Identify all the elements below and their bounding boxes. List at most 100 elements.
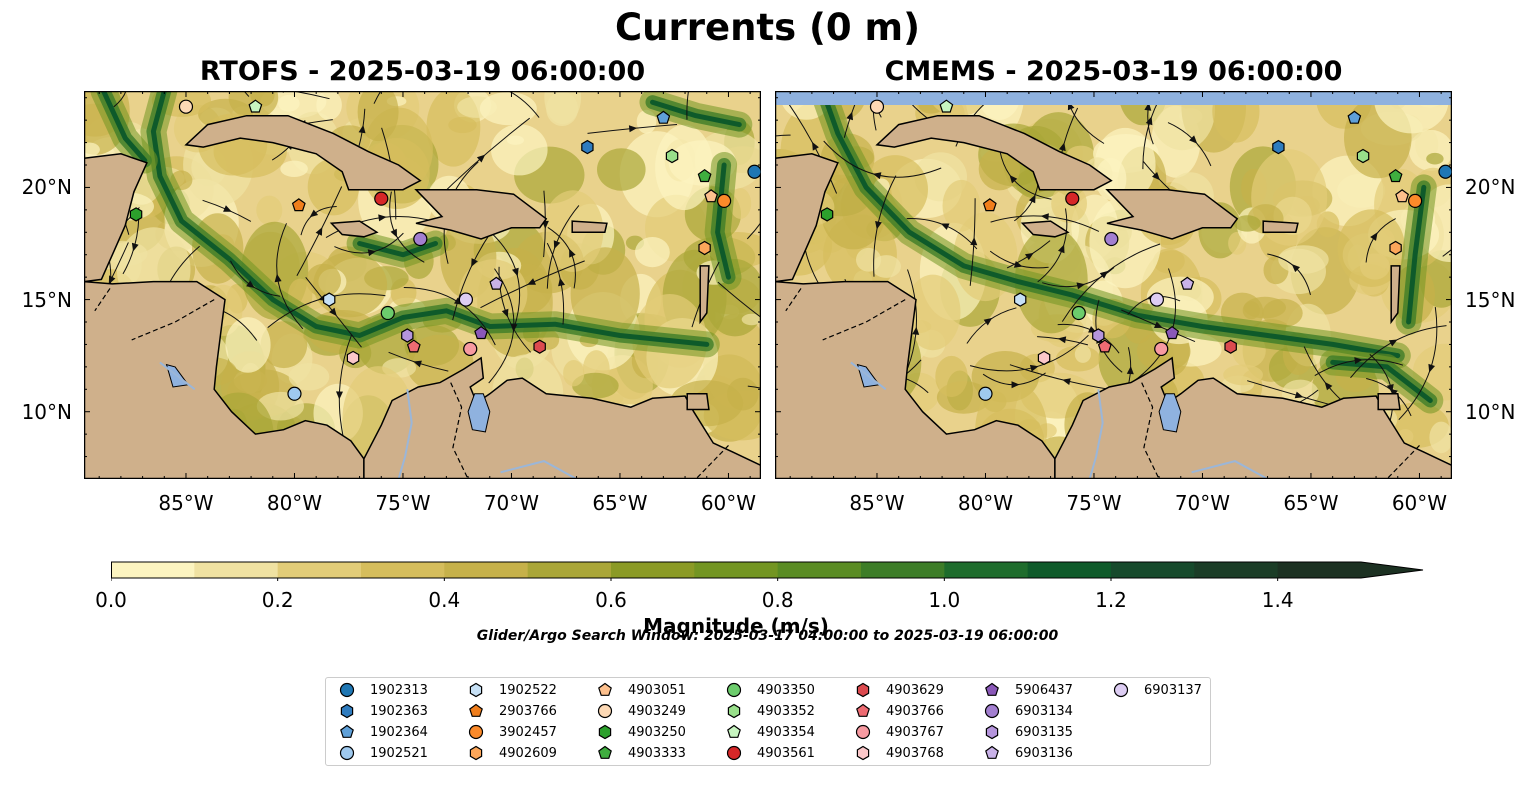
- float-marker-2903766: [291, 198, 306, 212]
- lake-maracaibo: [467, 393, 491, 433]
- float-marker-1902313: [747, 164, 761, 179]
- legend-label: 6903134: [1015, 703, 1073, 719]
- cmems-panel-title: CMEMS - 2025-03-19 06:00:00: [884, 56, 1343, 87]
- colorbar-segment: [444, 562, 529, 578]
- legend-marker-icon: [598, 745, 612, 759]
- float-marker-4903354: [939, 99, 954, 113]
- legend-label: 1902313: [370, 682, 428, 698]
- land-puerto-rico: [1262, 220, 1299, 234]
- land-south-america: [363, 356, 761, 479]
- float-marker-4903561: [374, 191, 389, 206]
- float-marker-4903250: [129, 207, 143, 222]
- legend-label: 5906437: [1015, 682, 1073, 698]
- colorbar-segment: [527, 562, 612, 578]
- legend-label: 4903250: [628, 724, 686, 740]
- legend-label: 1902363: [370, 703, 428, 719]
- legend-marker-icon: [856, 703, 870, 717]
- float-marker-1902363: [581, 139, 594, 155]
- float-marker-4903629: [533, 339, 546, 354]
- colorbar-extend-arrow: [1361, 562, 1423, 578]
- float-marker-4903333: [1388, 168, 1403, 183]
- colorbar-segment: [1277, 562, 1362, 578]
- float-marker-6903137: [1149, 292, 1164, 307]
- legend-label: 4903333: [628, 745, 686, 761]
- lon-tick-label-left: 85°W: [158, 491, 214, 515]
- float-marker-4903768: [346, 350, 360, 366]
- float-marker-4903250: [820, 207, 834, 222]
- legend-item-1902363: 1902363: [338, 701, 428, 721]
- colorbar-segment: [694, 562, 779, 578]
- float-marker-5906437: [474, 325, 489, 340]
- legend-item-4903766: 4903766: [854, 701, 944, 721]
- legend-marker-icon: [339, 745, 355, 761]
- lat-tick-label-left: 20°N: [21, 175, 72, 200]
- legend-label: 1902364: [370, 724, 428, 740]
- colorbar: [111, 561, 1424, 581]
- float-marker-6903136: [489, 276, 504, 290]
- legend-label: 4903629: [886, 682, 944, 698]
- float-marker-1902364: [1347, 110, 1362, 124]
- colorbar-tick-label: 0.4: [428, 588, 461, 612]
- legend-label: 2903766: [499, 703, 557, 719]
- legend-item-1902313: 1902313: [338, 680, 428, 700]
- figure-title: Currents (0 m): [614, 6, 920, 49]
- legend-item-6903135: 6903135: [983, 722, 1073, 742]
- cmems-map: [775, 91, 1452, 479]
- legend-marker-icon: [985, 745, 999, 759]
- float-marker-4903768: [1037, 350, 1051, 366]
- legend-label: 6903136: [1015, 745, 1073, 761]
- colorbar-tick-label: 0.6: [595, 588, 627, 612]
- land: [84, 114, 761, 479]
- colorbar-tick-label: 1.0: [928, 588, 961, 612]
- lon-tick-label-right: 85°W: [849, 491, 905, 515]
- colorbar-tick-label: 1.4: [1261, 588, 1294, 612]
- land: [775, 114, 1452, 479]
- legend-item-6903136: 6903136: [983, 743, 1073, 763]
- land-lesser-antilles: [1390, 265, 1401, 325]
- legend-marker-icon: [726, 745, 742, 761]
- float-marker-4903629: [1224, 339, 1237, 354]
- legend-item-2903766: 2903766: [467, 701, 557, 721]
- legend-marker-icon: [340, 724, 354, 738]
- lon-tick-label-left: 60°W: [700, 491, 757, 515]
- land-hispaniola: [1105, 188, 1239, 240]
- legend-label: 4903767: [886, 724, 944, 740]
- current-magnitude-field: [84, 91, 761, 479]
- float-legend: 1902313 1902363 1902364 1902521 1902522 29037…: [325, 677, 1211, 766]
- legend-marker-icon: [727, 724, 741, 738]
- legend-marker-icon: [856, 682, 870, 698]
- legend-label: 4903561: [757, 745, 815, 761]
- colorbar-segment: [777, 562, 862, 578]
- lat-tick-label-left: 15°N: [21, 287, 72, 312]
- float-marker-1902521: [287, 386, 302, 401]
- legend-item-4903767: 4903767: [854, 722, 944, 742]
- land-trinidad: [1377, 393, 1401, 411]
- legend-item-4903051: 4903051: [596, 680, 686, 700]
- float-marker-4903766: [1097, 339, 1112, 353]
- legend-item-6903134: 6903134: [983, 701, 1073, 721]
- float-marker-5906437: [1165, 325, 1180, 340]
- land-trinidad: [686, 393, 710, 411]
- legend-label: 4903350: [757, 682, 815, 698]
- legend-label: 4903354: [757, 724, 815, 740]
- lon-tick-label-left: 65°W: [592, 491, 648, 515]
- lat-tick-label-right: 10°N: [1465, 399, 1516, 424]
- legend-item-4903333: 4903333: [596, 743, 686, 763]
- colorbar-segment: [944, 562, 1029, 578]
- legend-item-4903354: 4903354: [725, 722, 815, 742]
- float-marker-3902457: [1408, 193, 1423, 208]
- float-marker-4903249: [178, 99, 194, 114]
- lon-tick-label-right: 70°W: [1174, 491, 1231, 515]
- land-jamaica: [329, 220, 379, 238]
- legend-label: 4902609: [499, 745, 557, 761]
- float-marker-4903350: [1071, 305, 1086, 321]
- map-frame: [775, 91, 1452, 479]
- legend-marker-icon: [469, 703, 483, 717]
- float-marker-4902609: [698, 240, 711, 256]
- land-jamaica: [1020, 220, 1070, 238]
- colorbar-segment: [111, 562, 195, 578]
- lon-tick-label-right: 60°W: [1391, 491, 1448, 515]
- lon-tick-label-left: 80°W: [266, 491, 323, 515]
- land-yucatan: [84, 153, 148, 283]
- colorbar-segment: [611, 562, 695, 578]
